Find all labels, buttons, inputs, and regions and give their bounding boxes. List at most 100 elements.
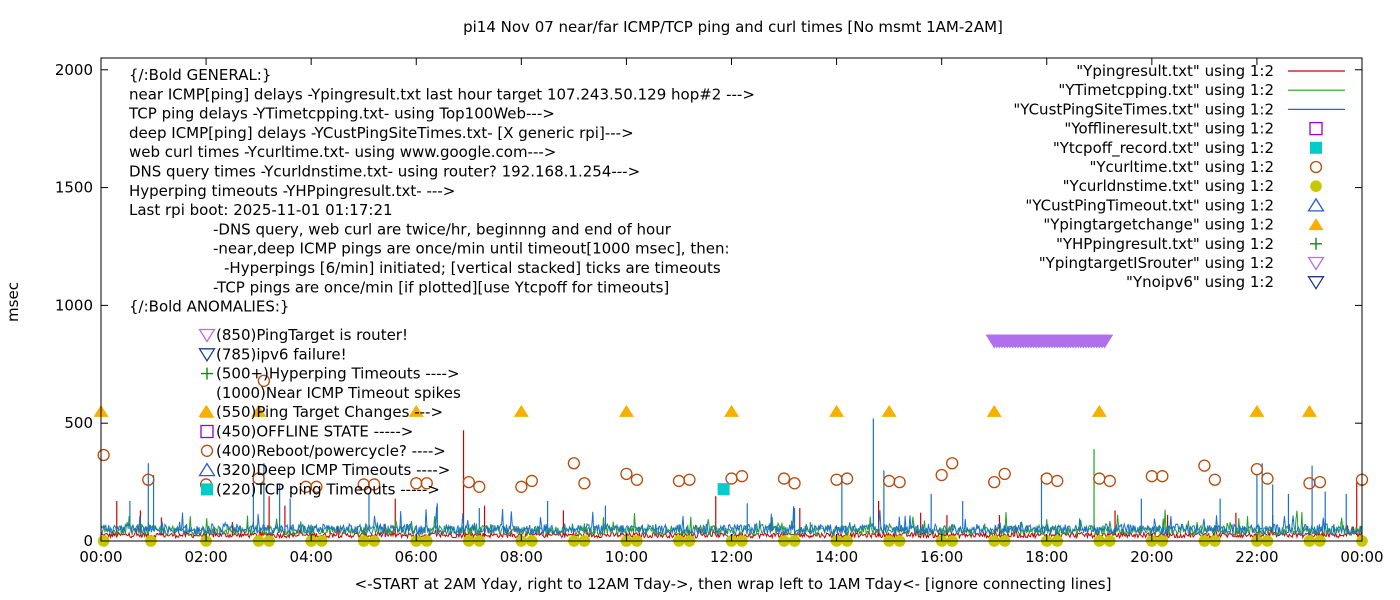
series-5-point-11 bbox=[1249, 404, 1265, 417]
series-3-point-0 bbox=[97, 448, 110, 462]
series-3-point-10 bbox=[420, 477, 433, 490]
y-tick-label-1: 500 bbox=[64, 414, 93, 432]
series-7 bbox=[717, 483, 730, 496]
annotation-anomaly-0: (850)PingTarget is router! bbox=[216, 326, 408, 344]
legend-swatch-11 bbox=[1307, 276, 1325, 290]
annotation-general-7: Last rpi boot: 2025-11-01 01:17:21 bbox=[129, 201, 393, 219]
legend-swatch-7 bbox=[1307, 197, 1325, 212]
series-3-point-35 bbox=[1093, 472, 1106, 485]
legend-swatch-4 bbox=[1310, 141, 1322, 154]
series-3-point-6 bbox=[310, 480, 323, 493]
series-3-point-15 bbox=[567, 457, 581, 470]
series-5-point-12 bbox=[1301, 404, 1317, 417]
series-3-point-11 bbox=[462, 475, 475, 489]
x-tick-label-12: 00:00 bbox=[1340, 548, 1383, 566]
annotation-general-5: DNS query times -Ycurldnstime.txt- using… bbox=[129, 163, 640, 181]
annotation-general-6: Hyperping timeouts -YHPpingresult.txt- -… bbox=[129, 182, 455, 200]
series-3-point-21 bbox=[725, 472, 738, 485]
x-tick-label-3: 06:00 bbox=[395, 548, 438, 566]
series-3-point-34 bbox=[1051, 474, 1064, 488]
annotation-layer: {/:Bold GENERAL:}near ICMP[ping] delays … bbox=[128, 66, 755, 498]
legend-swatch-8 bbox=[1308, 218, 1324, 231]
series-3-point-16 bbox=[578, 477, 591, 490]
series-3-point-32 bbox=[998, 467, 1011, 481]
series-5-point-9 bbox=[986, 404, 1002, 417]
series-3-point-44 bbox=[1313, 475, 1327, 489]
series-3-point-36 bbox=[1103, 474, 1116, 488]
legend-swatch-10 bbox=[1307, 256, 1325, 271]
series-3-point-12 bbox=[473, 480, 486, 493]
annotation-anomaly-7: (320)Deep ICMP Timeouts ----> bbox=[216, 461, 450, 479]
x-tick-label-1: 02:00 bbox=[184, 548, 227, 566]
series-5-point-6 bbox=[724, 404, 739, 417]
series-5-point-10 bbox=[1091, 404, 1107, 417]
annotation-anomaly-marker-2 bbox=[201, 367, 213, 380]
series-3-point-22 bbox=[735, 470, 749, 483]
series-3-point-1 bbox=[142, 473, 155, 486]
annotation-anomaly-6: (400)Reboot/powercycle? ----> bbox=[216, 442, 446, 460]
annotation-anomaly-5: (450)OFFLINE STATE -----> bbox=[216, 423, 413, 441]
annotation-anomaly-marker-8 bbox=[201, 483, 213, 496]
legend-label-9: "YHPpingresult.txt" using 1:2 bbox=[1056, 235, 1274, 253]
legend-swatch-3 bbox=[1309, 121, 1323, 136]
x-tick-label-2: 04:00 bbox=[290, 548, 333, 566]
series-3-point-41 bbox=[1250, 462, 1264, 476]
annotation-anomaly-marker-7 bbox=[198, 462, 216, 477]
series-7-point-0 bbox=[717, 483, 730, 496]
y-axis-label: msec bbox=[4, 282, 22, 322]
series-3-point-14 bbox=[525, 474, 538, 488]
series-3-point-33 bbox=[1040, 472, 1053, 485]
legend-label-7: "YCustPingTimeout.txt" using 1:2 bbox=[1025, 196, 1274, 214]
series-3-point-29 bbox=[935, 468, 948, 482]
series-3-point-39 bbox=[1198, 459, 1211, 472]
series-6 bbox=[985, 334, 1114, 349]
series-3-point-37 bbox=[1145, 470, 1158, 483]
chart-title: pi14 Nov 07 near/far ICMP/TCP ping and c… bbox=[463, 18, 1003, 36]
series-5-point-8 bbox=[881, 404, 897, 417]
x-tick-label-7: 14:00 bbox=[815, 548, 858, 566]
x-tick-label-10: 20:00 bbox=[1130, 548, 1173, 566]
legend-label-8: "Ypingtargetchange" using 1:2 bbox=[1043, 216, 1274, 234]
annotation-general-2: TCP ping delays -YTimetcpping.txt- using… bbox=[128, 105, 555, 123]
legend-label-5: "Ycurltime.txt" using 1:2 bbox=[1089, 158, 1274, 176]
series-3-point-31 bbox=[988, 475, 1001, 489]
series-5-point-2 bbox=[251, 404, 267, 417]
series-3-point-27 bbox=[882, 474, 896, 488]
series-3-point-19 bbox=[672, 474, 686, 488]
series-5-point-3 bbox=[408, 404, 424, 417]
y-tick-label-3: 1500 bbox=[55, 179, 93, 197]
axes: 00:00 02:00 04:00 06:00 08:00 10:00 12:00 14:00… bbox=[55, 57, 1384, 566]
series-2-line bbox=[100, 506, 1363, 537]
series-3 bbox=[97, 374, 1369, 493]
series-3-point-38 bbox=[1156, 470, 1169, 483]
legend-label-10: "YpingtargetISrouter" using 1:2 bbox=[1039, 254, 1274, 272]
annotation-anomaly-8: (220)TCP ping Timeouts -----> bbox=[216, 480, 440, 498]
annotation-general-0: {/:Bold GENERAL:} bbox=[129, 66, 271, 84]
legend-label-11: "Ynoipv6" using 1:2 bbox=[1126, 273, 1274, 291]
series-3-point-17 bbox=[620, 467, 633, 481]
legend-label-1: "YTimetcpping.txt" using 1:2 bbox=[1058, 81, 1274, 99]
annotation-anomaly-1: (785)ipv6 failure! bbox=[216, 345, 347, 363]
series-3-point-18 bbox=[630, 473, 644, 486]
annotation-general-4: web curl times -Ycurltime.txt- using www… bbox=[129, 143, 556, 161]
series-3-point-3 bbox=[252, 472, 265, 485]
annotation-general-12: {/:Bold ANOMALIES:} bbox=[129, 298, 289, 316]
annotation-general-9: -near,deep ICMP pings are once/min until… bbox=[213, 240, 730, 258]
legend-label-3: "Yofflineresult.txt" using 1:2 bbox=[1064, 120, 1274, 138]
x-tick-label-8: 16:00 bbox=[920, 548, 963, 566]
y-tick-label-4: 2000 bbox=[55, 61, 93, 79]
series-3-point-30 bbox=[946, 457, 959, 470]
series-3-point-13 bbox=[515, 480, 528, 493]
annotation-anomaly-marker-4 bbox=[199, 405, 215, 418]
series-5-point-5 bbox=[618, 404, 634, 417]
series-3-point-43 bbox=[1303, 477, 1316, 490]
series-3-point-24 bbox=[788, 477, 801, 490]
legend-swatch-5 bbox=[1309, 160, 1323, 174]
legend-swatch-6 bbox=[1310, 180, 1322, 192]
annotation-anomaly-marker-1 bbox=[198, 348, 216, 363]
series-5-point-4 bbox=[513, 404, 529, 417]
x-axis-label: <-START at 2AM Yday, right to 12AM Tday-… bbox=[355, 575, 1112, 593]
legend-label-2: "YCustPingSiteTimes.txt" using 1:2 bbox=[1013, 100, 1274, 118]
series-3-point-40 bbox=[1208, 473, 1222, 486]
